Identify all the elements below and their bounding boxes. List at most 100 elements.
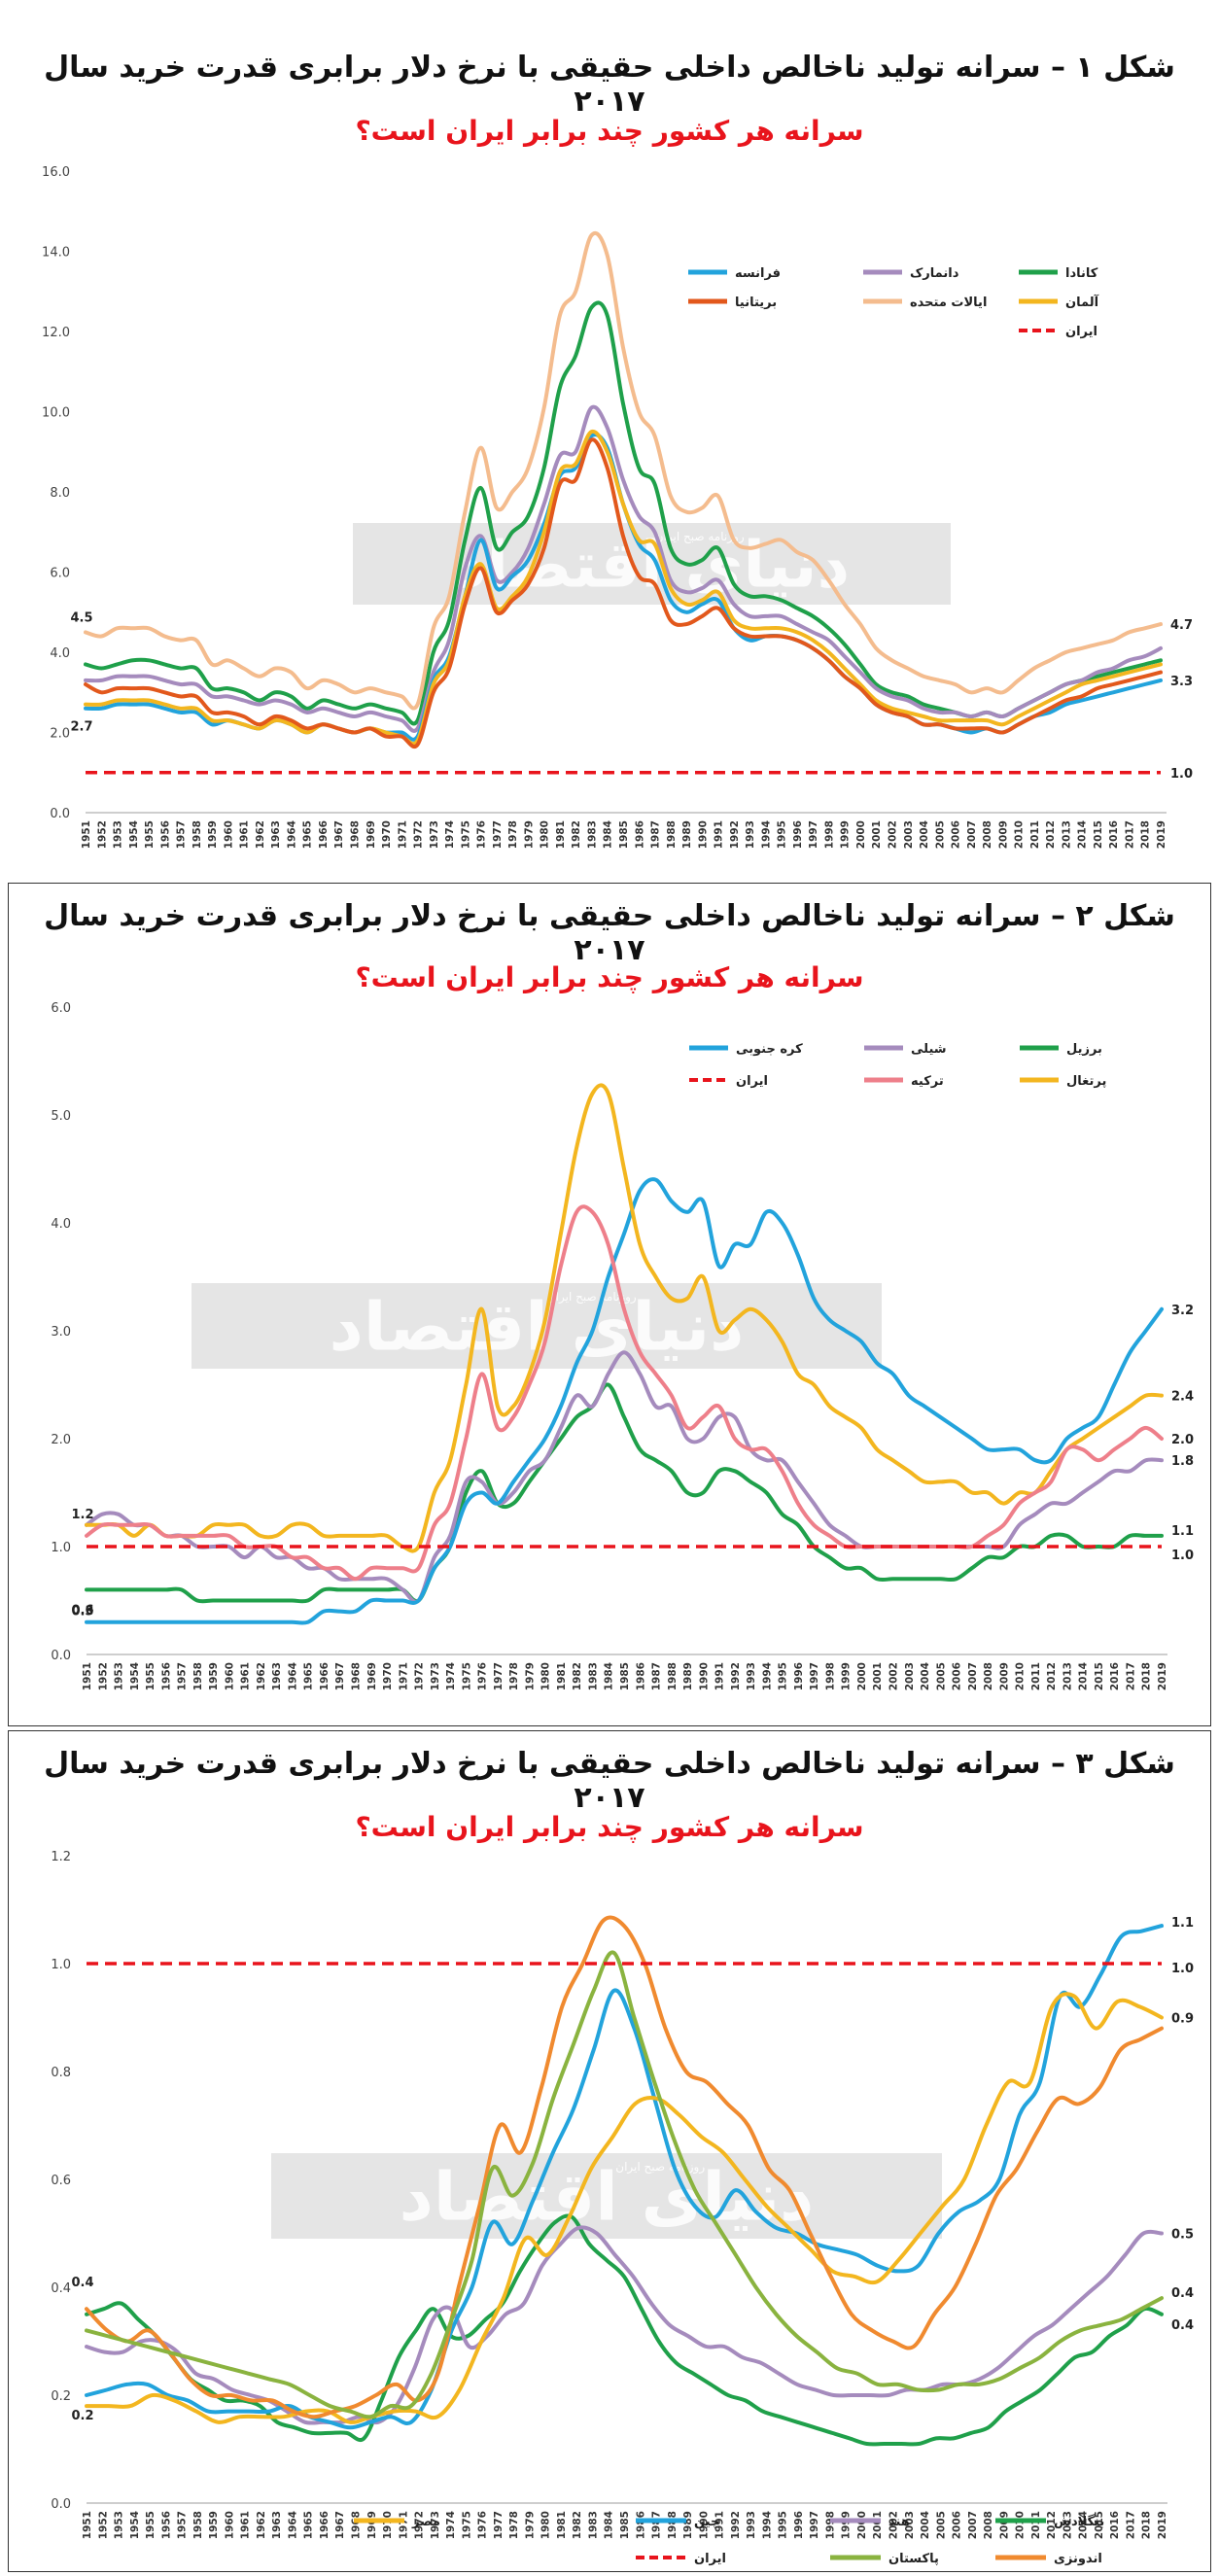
x-tick-label: 2007 xyxy=(966,820,978,849)
legend-item: پاکستان xyxy=(830,2552,939,2566)
legend-label: ایالات متحده xyxy=(910,296,987,310)
x-tick-label: 1967 xyxy=(334,1662,346,1690)
x-tick-label: 1954 xyxy=(129,1662,141,1690)
legend-item: فرانسه xyxy=(688,266,781,281)
x-tick-label: 1971 xyxy=(398,1662,409,1690)
x-tick-label: 1988 xyxy=(667,1662,679,1690)
x-tick-label: 1972 xyxy=(414,1662,426,1690)
chart-panel-2: شکل ۲ – سرانه تولید ناخالص داخلی حقیقی ب… xyxy=(8,883,1211,1726)
x-tick-label: 2015 xyxy=(1093,820,1104,849)
x-tick-label: 1960 xyxy=(223,820,234,849)
legend-label: شیلی xyxy=(911,1042,947,1057)
x-tick-label: 1965 xyxy=(302,820,314,849)
legend-item: پرتغال xyxy=(1020,1074,1106,1089)
x-tick-label: 1997 xyxy=(809,2511,820,2539)
x-tick-label: 2009 xyxy=(998,2511,1010,2539)
x-tick-label: 1994 xyxy=(760,820,772,849)
x-tick-label: 1981 xyxy=(555,820,567,849)
x-tick-label: 2010 xyxy=(1015,1662,1027,1690)
legend-label: ایران xyxy=(1065,325,1097,339)
x-tick-label: 1982 xyxy=(572,2511,583,2539)
legend-label: کانادا xyxy=(1065,266,1098,281)
series-line xyxy=(84,230,1163,711)
x-tick-label: 1960 xyxy=(224,2511,235,2539)
x-tick-label: 1984 xyxy=(604,1662,615,1690)
x-tick-label: 1977 xyxy=(492,820,504,849)
x-tick-label: 2008 xyxy=(983,1662,994,1690)
x-tick-label: 1963 xyxy=(270,820,282,849)
x-tick-label: 1953 xyxy=(114,2511,125,2539)
x-tick-label: 2012 xyxy=(1045,820,1057,849)
x-tick-label: 2015 xyxy=(1094,2511,1105,2539)
y-tick-label: 1.0 xyxy=(51,1541,71,1555)
x-tick-label: 1976 xyxy=(477,1662,489,1690)
x-tick-label: 1967 xyxy=(333,820,345,849)
data-label: 3.3 xyxy=(1170,675,1193,689)
x-tick-label: 2004 xyxy=(920,2511,931,2539)
x-tick-label: 1994 xyxy=(761,1662,773,1690)
data-label: 0.2 xyxy=(71,2409,93,2423)
x-tick-label: 1992 xyxy=(729,820,741,849)
watermark-text: دنیای اقتصاد xyxy=(400,2159,815,2237)
x-tick-label: 2008 xyxy=(983,2511,994,2539)
x-tick-label: 1965 xyxy=(303,1662,315,1690)
x-tick-label: 1975 xyxy=(461,1662,472,1690)
x-tick-label: 2009 xyxy=(997,820,1009,849)
legend-label: دانمارک xyxy=(910,266,959,281)
y-tick-label: 1.2 xyxy=(51,1850,71,1864)
x-tick-label: 1953 xyxy=(113,820,124,849)
x-tick-label: 2014 xyxy=(1078,1662,1090,1690)
legend-item: برزیل xyxy=(1020,1042,1102,1057)
x-tick-label: 2019 xyxy=(1156,820,1167,849)
x-tick-label: 1956 xyxy=(159,820,171,849)
chart-3-svg: 0.0 0.2 0.4 0.6 0.8 1.0 1.2 1951 1952 1953 1954 195… xyxy=(51,1850,1194,2566)
x-tick-label: 1991 xyxy=(714,2511,726,2539)
x-tick-label: 2002 xyxy=(888,1662,900,1690)
x-tick-label: 2016 xyxy=(1109,2511,1121,2539)
x-tick-label: 2018 xyxy=(1141,1662,1153,1690)
x-tick-label: 1959 xyxy=(208,1662,220,1690)
data-label: 3.2 xyxy=(1171,1304,1194,1318)
x-tick-label: 1981 xyxy=(556,1662,568,1690)
x-tick-label: 1965 xyxy=(303,2511,315,2539)
data-label: 2.7 xyxy=(70,720,92,735)
x-tick-label: 2005 xyxy=(934,820,946,849)
x-tick-label: 2001 xyxy=(872,2511,884,2539)
y-tick-label: 0.0 xyxy=(50,807,70,821)
data-label: 1.1 xyxy=(1171,1916,1194,1931)
data-label: 4.7 xyxy=(1170,618,1193,633)
legend-label: برزیل xyxy=(1066,1042,1102,1057)
legend-label: بنگلادش xyxy=(1054,2514,1104,2529)
y-tick-label: 0.6 xyxy=(51,2174,71,2188)
y-tick-label: 0.0 xyxy=(51,2497,71,2512)
x-tick-label: 2004 xyxy=(919,820,930,849)
x-tick-label: 1979 xyxy=(523,820,535,849)
x-tick-label: 1998 xyxy=(824,2511,836,2539)
series-line xyxy=(85,1083,1164,1553)
chart-2-svg: 0.0 1.0 2.0 3.0 4.0 5.0 6.0 1951 1952 1953 1954 195… xyxy=(51,1001,1194,1690)
data-label: 1.8 xyxy=(1171,1454,1194,1469)
y-tick-label: 2.0 xyxy=(50,727,70,742)
x-tick-label: 1953 xyxy=(114,1662,125,1690)
x-tick-label: 1999 xyxy=(841,2511,853,2539)
series-line xyxy=(84,404,1163,733)
x-tick-label: 1957 xyxy=(176,820,188,849)
x-tick-label: 1980 xyxy=(540,820,551,849)
x-tick-label: 2007 xyxy=(967,2511,979,2539)
y-tick-label: 0.8 xyxy=(51,2066,71,2080)
x-tick-label: 1968 xyxy=(350,820,362,849)
x-tick-label: 1987 xyxy=(651,1662,663,1690)
x-tick-label: 2003 xyxy=(904,2511,916,2539)
x-tick-label: 1952 xyxy=(96,820,108,849)
y-tick-label: 5.0 xyxy=(51,1109,71,1124)
x-tick-label: 2004 xyxy=(920,1662,931,1690)
x-tick-label: 1990 xyxy=(698,1662,710,1690)
x-tick-label: 1990 xyxy=(698,2511,710,2539)
x-tick-label: 1998 xyxy=(824,1662,836,1690)
x-tick-label: 1981 xyxy=(556,2511,568,2539)
data-label: 2.0 xyxy=(1171,1433,1194,1447)
x-tick-label: 1977 xyxy=(493,1662,505,1690)
chart-panel-1: شکل ۱ – سرانه تولید ناخالص داخلی حقیقی ب… xyxy=(8,0,1211,880)
x-tick-label: 2011 xyxy=(1029,820,1041,849)
